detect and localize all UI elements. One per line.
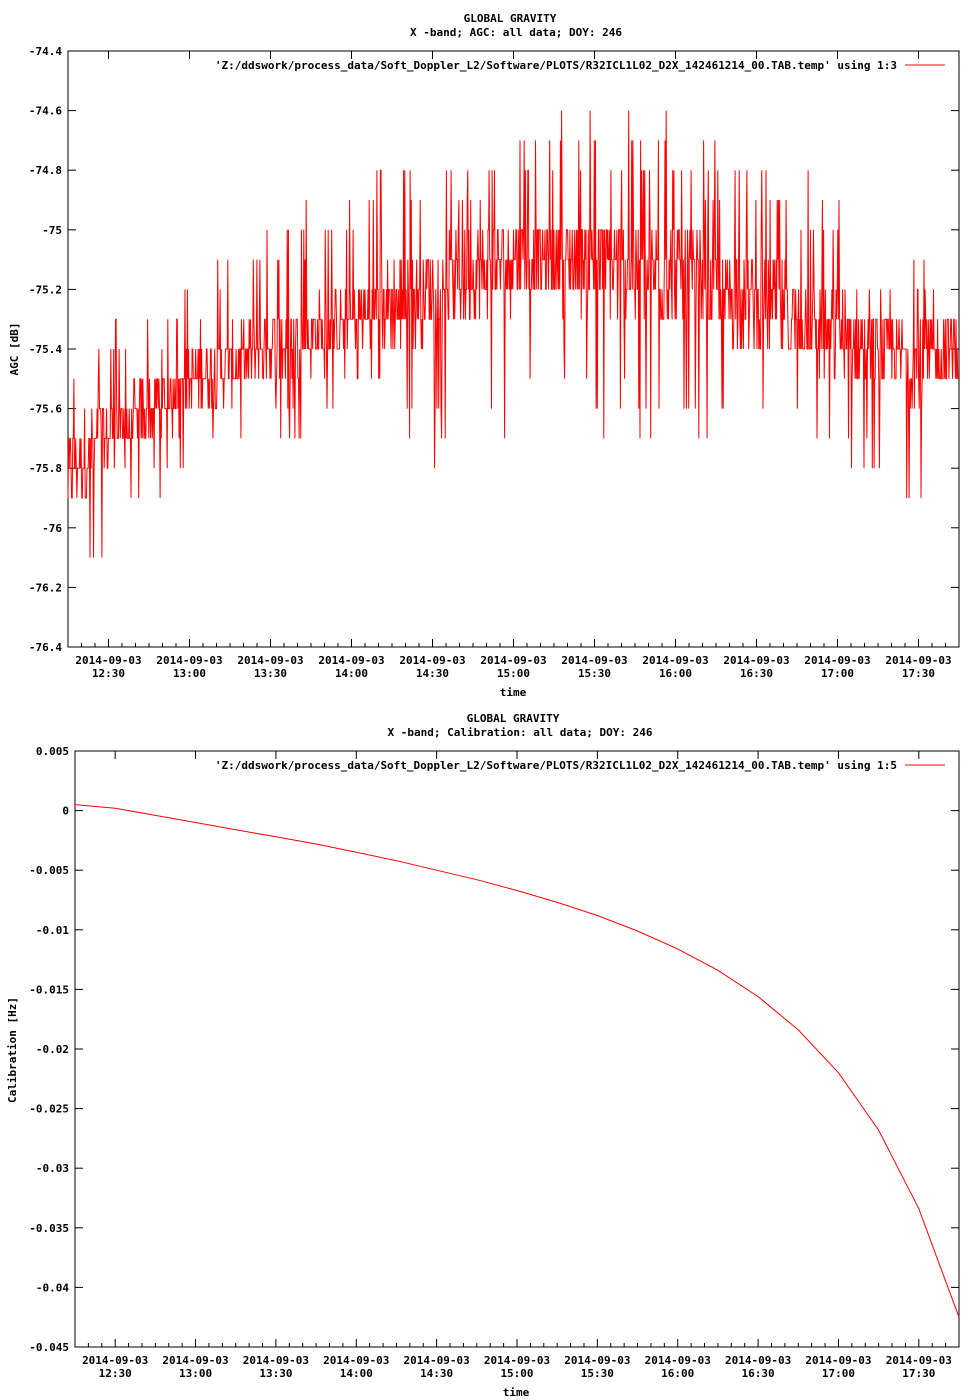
y-tick-label: -75.8: [29, 462, 62, 475]
x-tick-time-label: 12:30: [99, 1367, 132, 1380]
x-tick-time-label: 16:00: [661, 1367, 694, 1380]
x-tick-date-label: 2014-09-03: [885, 654, 951, 667]
y-axis-label: Calibration [Hz]: [6, 997, 19, 1103]
legend-label: 'Z:/ddswork/process_data/Soft_Doppler_L2…: [215, 759, 897, 772]
x-tick-date-label: 2014-09-03: [82, 1354, 148, 1367]
x-tick-date-label: 2014-09-03: [886, 1354, 952, 1367]
x-tick-date-label: 2014-09-03: [561, 654, 627, 667]
x-tick-time-label: 17:00: [821, 667, 854, 680]
x-tick-date-label: 2014-09-03: [399, 654, 465, 667]
x-tick-time-label: 13:00: [179, 1367, 212, 1380]
x-axis-label: time: [500, 686, 527, 699]
y-tick-label: -0.04: [36, 1281, 69, 1294]
x-tick-date-label: 2014-09-03: [725, 1354, 791, 1367]
y-axis-ticks: -74.4 -74.6 -74.8 -75 -75.2 -75.4 -75.6 -75.8 -7…: [29, 45, 959, 654]
y-tick-label: 0.005: [36, 745, 69, 758]
x-tick-time-label: 13:30: [254, 667, 287, 680]
series-group: [67, 110, 959, 558]
x-tick-time-label: 16:30: [740, 667, 773, 680]
x-tick-date-label: 2014-09-03: [237, 654, 303, 667]
x-tick-date-label: 2014-09-03: [723, 654, 789, 667]
x-tick-date-label: 2014-09-03: [645, 1354, 711, 1367]
series-group: [74, 804, 960, 1318]
x-tick-time-label: 14:30: [416, 667, 449, 680]
x-tick-date-label: 2014-09-03: [323, 1354, 389, 1367]
y-tick-label: -0.02: [36, 1043, 69, 1056]
y-tick-label: -0.03: [36, 1162, 69, 1175]
y-axis-label: AGC [dB]: [8, 323, 21, 376]
y-tick-label: -76.4: [29, 641, 62, 654]
x-tick-time-label: 15:30: [581, 1367, 614, 1380]
x-tick-date-label: 2014-09-03: [805, 1354, 871, 1367]
x-tick-date-label: 2014-09-03: [156, 654, 222, 667]
y-tick-label: -0.025: [29, 1103, 69, 1116]
x-tick-date-label: 2014-09-03: [404, 1354, 470, 1367]
x-tick-date-label: 2014-09-03: [243, 1354, 309, 1367]
y-axis-ticks: 0.005 0 -0.005 -0.01 -0.015 -0.02 -0.025 -0.03 -…: [29, 745, 959, 1354]
x-tick-date-label: 2014-09-03: [642, 654, 708, 667]
y-tick-label: -76: [42, 522, 62, 535]
y-tick-label: -0.01: [36, 924, 69, 937]
x-tick-date-label: 2014-09-03: [484, 1354, 550, 1367]
y-tick-label: -74.6: [29, 105, 62, 118]
calibration-chart: GLOBAL GRAVITY X -band; Calibration: all…: [6, 712, 960, 1399]
x-axis-ticks: 2014-09-0312:302014-09-0313:002014-09-03…: [74, 751, 960, 1380]
chart-subtitle: X -band; AGC: all data; DOY: 246: [410, 26, 622, 39]
x-tick-time-label: 14:30: [420, 1367, 453, 1380]
chart-subtitle: X -band; Calibration: all data; DOY: 246: [388, 726, 653, 739]
x-tick-time-label: 17:30: [902, 667, 935, 680]
x-tick-date-label: 2014-09-03: [318, 654, 384, 667]
x-tick-time-label: 16:30: [742, 1367, 775, 1380]
y-tick-label: -75.4: [29, 343, 62, 356]
y-tick-label: -74.4: [29, 45, 62, 58]
y-tick-label: -0.015: [29, 983, 69, 996]
series-line: [67, 110, 959, 558]
x-tick-time-label: 14:00: [340, 1367, 373, 1380]
y-tick-label: -75.2: [29, 283, 62, 296]
x-tick-time-label: 15:00: [500, 1367, 533, 1380]
x-tick-time-label: 15:00: [497, 667, 530, 680]
agc-chart: GLOBAL GRAVITY X -band; AGC: all data; D…: [8, 12, 960, 699]
x-tick-time-label: 13:30: [259, 1367, 292, 1380]
y-tick-label: -75.6: [29, 403, 62, 416]
x-tick-date-label: 2014-09-03: [480, 654, 546, 667]
plot-frame: [74, 750, 960, 1348]
x-tick-date-label: 2014-09-03: [75, 654, 141, 667]
y-tick-label: -0.035: [29, 1222, 69, 1235]
y-tick-label: -76.2: [29, 581, 62, 594]
legend-label: 'Z:/ddswork/process_data/Soft_Doppler_L2…: [215, 59, 897, 72]
x-tick-time-label: 12:30: [92, 667, 125, 680]
y-tick-label: -0.045: [29, 1341, 69, 1354]
y-tick-label: -75: [42, 224, 62, 237]
x-tick-time-label: 14:00: [335, 667, 368, 680]
x-tick-date-label: 2014-09-03: [564, 1354, 630, 1367]
y-tick-label: -74.8: [29, 164, 62, 177]
x-tick-time-label: 17:30: [902, 1367, 935, 1380]
x-tick-date-label: 2014-09-03: [804, 654, 870, 667]
x-tick-time-label: 13:00: [173, 667, 206, 680]
x-tick-time-label: 17:00: [822, 1367, 855, 1380]
chart-title: GLOBAL GRAVITY: [464, 12, 557, 25]
x-tick-time-label: 15:30: [578, 667, 611, 680]
x-tick-time-label: 16:00: [659, 667, 692, 680]
chart-title: GLOBAL GRAVITY: [467, 712, 560, 725]
x-tick-date-label: 2014-09-03: [162, 1354, 228, 1367]
x-axis-label: time: [503, 1386, 530, 1399]
x-axis-ticks: 2014-09-0312:302014-09-0313:002014-09-03…: [67, 51, 960, 680]
y-tick-label: -0.005: [29, 864, 69, 877]
series-line: [74, 804, 960, 1318]
y-tick-label: 0: [62, 805, 69, 818]
